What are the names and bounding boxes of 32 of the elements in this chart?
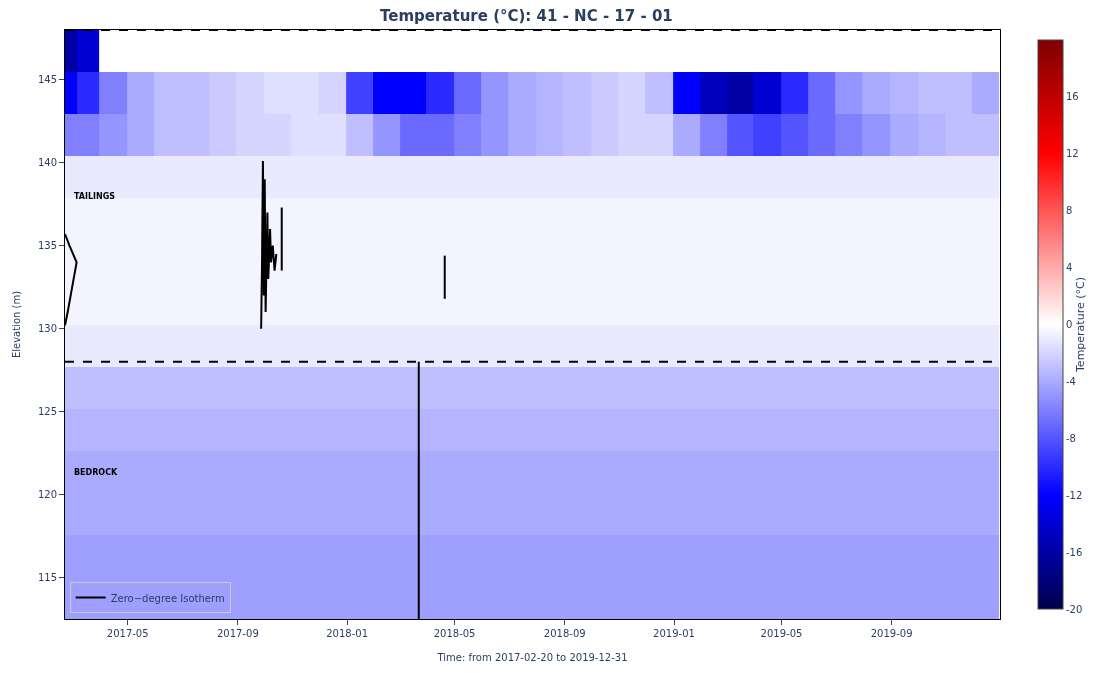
- y-tick-label: 130: [37, 323, 57, 335]
- color-bar-label: 8: [1066, 205, 1073, 217]
- color-bar-label: -12: [1066, 489, 1083, 501]
- y-tick-label: 140: [37, 157, 57, 169]
- x-tick-label: 2019-09: [870, 628, 913, 639]
- color-bar-label: -16: [1066, 546, 1083, 558]
- color-bar-label: -20: [1066, 603, 1083, 615]
- color-bar-label: 16: [1066, 91, 1079, 103]
- y-axis-title: Elevation (m): [10, 290, 22, 359]
- y-tick-label: 145: [37, 74, 57, 86]
- y-tick-label: 115: [37, 572, 57, 584]
- y-tick-label: 135: [37, 240, 57, 252]
- color-bar-label: 4: [1066, 262, 1073, 274]
- x-tick-label: 2017-09: [216, 628, 259, 639]
- x-tick-label: 2019-01: [653, 628, 695, 639]
- x-tick-label: 2018-05: [433, 628, 476, 639]
- chart-title: Temperature (°C): 41 - NC - 17 - 01: [380, 6, 673, 25]
- x-tick-label: 2018-09: [543, 628, 586, 639]
- color-bar-label: 0: [1066, 319, 1073, 330]
- annotation: TAILINGS: [74, 192, 116, 201]
- color-bar-label: 12: [1066, 148, 1079, 160]
- x-tick-label: 2017-05: [106, 628, 149, 639]
- color-bar-title: Temperature (°C): [1074, 277, 1088, 373]
- color-bar-label: -8: [1066, 432, 1076, 444]
- y-tick-label: 120: [37, 489, 57, 501]
- x-tick-label: 2019-05: [760, 628, 803, 639]
- x-axis-title: Time: from 2017-02-20 to 2019-12-31: [436, 651, 628, 663]
- color-bar-label: -4: [1066, 375, 1076, 387]
- x-tick-label: 2018-01: [326, 628, 369, 639]
- annotation: BEDROCK: [74, 468, 119, 477]
- legend-label: Zero−degree Isotherm: [110, 592, 225, 604]
- y-tick-label: 125: [37, 406, 57, 418]
